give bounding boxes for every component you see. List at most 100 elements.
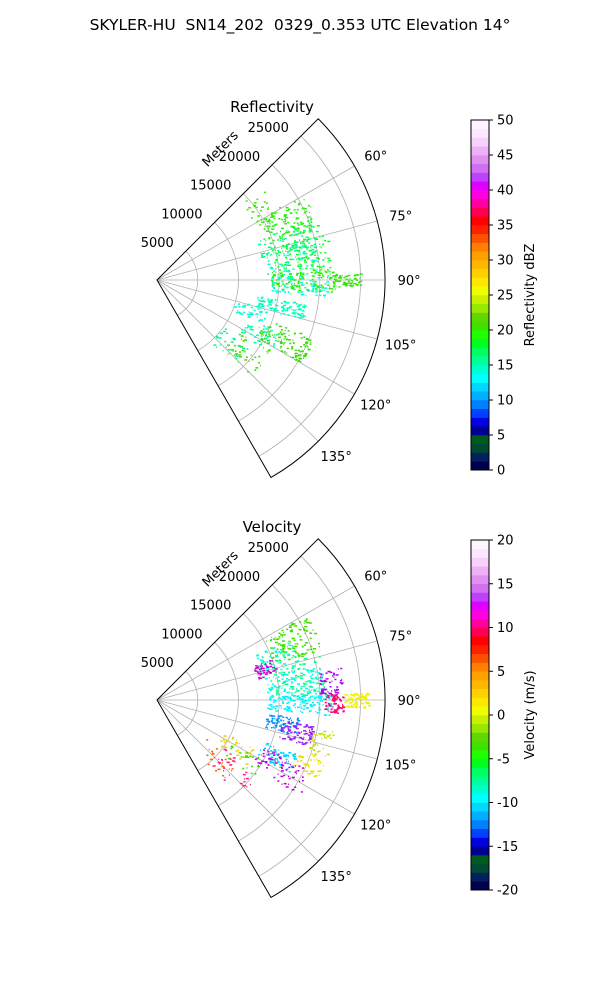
- colorbar-segment: [471, 881, 489, 891]
- echo-gate: [223, 739, 225, 741]
- echo-gate: [270, 299, 273, 301]
- echo-gate: [299, 286, 301, 288]
- echo-gate: [271, 247, 273, 249]
- echo-gate: [305, 732, 309, 735]
- echo-gate: [305, 338, 309, 340]
- echo-gate: [266, 754, 268, 756]
- echo-gate: [298, 259, 301, 261]
- echo-gate: [302, 277, 305, 280]
- echo-gate: [274, 708, 277, 710]
- echo-gate: [305, 687, 308, 690]
- colorbar-segment: [471, 408, 489, 418]
- echo-gate: [316, 751, 319, 753]
- echo-gate: [270, 639, 273, 641]
- echo-gate: [357, 281, 360, 284]
- echo-gate: [259, 311, 263, 314]
- echo-gate: [357, 698, 361, 701]
- echo-gate: [277, 276, 281, 279]
- colorbar-segment: [471, 680, 489, 690]
- echo-gate: [363, 698, 365, 700]
- echo-gate: [292, 301, 296, 304]
- colorbar-segment: [471, 758, 489, 768]
- echo-gate: [290, 623, 294, 626]
- echo-gate: [294, 228, 298, 230]
- echo-gate: [277, 687, 280, 689]
- echo-gate: [291, 287, 293, 289]
- echo-gate: [244, 327, 246, 329]
- echo-gate: [235, 357, 238, 360]
- echo-gate: [274, 763, 276, 765]
- echo-gate: [317, 274, 321, 276]
- echo-gate: [326, 281, 330, 283]
- echo-gate: [314, 272, 316, 274]
- echo-gate: [288, 671, 291, 674]
- echo-gate: [293, 250, 296, 252]
- echo-gate: [303, 198, 305, 201]
- echo-gate: [269, 254, 271, 257]
- echo-gate: [355, 693, 358, 695]
- echo-gate: [310, 670, 313, 672]
- echo-gate: [293, 695, 297, 697]
- echo-gate: [267, 263, 271, 265]
- echo-gate: [359, 696, 361, 698]
- echo-gate: [244, 306, 246, 308]
- echo-gate: [296, 734, 299, 737]
- colorbar-segment: [471, 277, 489, 287]
- echo-gate: [299, 277, 300, 279]
- echo-gate: [335, 710, 338, 713]
- echo-gate: [256, 221, 258, 223]
- echo-gate: [309, 747, 313, 750]
- echo-gate: [304, 696, 306, 698]
- echo-gate: [316, 688, 318, 690]
- echo-gate: [295, 765, 296, 767]
- echo-gate: [325, 678, 329, 680]
- echo-gate: [333, 674, 336, 676]
- echo-gate: [266, 743, 270, 745]
- echo-gate: [333, 699, 337, 701]
- echo-gate: [267, 754, 270, 756]
- echo-gate: [261, 254, 263, 257]
- echo-gate: [356, 693, 359, 696]
- echo-gate: [288, 640, 291, 643]
- echo-gate: [283, 313, 286, 315]
- echo-gate: [273, 217, 276, 220]
- echo-gate: [301, 316, 304, 319]
- echo-gate: [319, 677, 322, 679]
- colorbar-tick-label: 0: [497, 464, 505, 479]
- echo-gate: [241, 331, 244, 334]
- echo-gate: [353, 695, 355, 698]
- echo-gate: [320, 700, 323, 702]
- echo-gate: [304, 705, 307, 707]
- echo-gate: [275, 726, 278, 728]
- echo-gate: [271, 272, 273, 274]
- echo-gate: [281, 636, 283, 638]
- echo-gate: [311, 747, 313, 749]
- echo-gate: [301, 276, 305, 278]
- echo-gate: [247, 325, 251, 328]
- echo-gate: [299, 203, 301, 205]
- echo-gate: [316, 225, 320, 227]
- echo-gate: [292, 342, 295, 344]
- echo-gate: [267, 684, 269, 686]
- echo-gate: [288, 269, 290, 272]
- echo-gate: [309, 343, 312, 345]
- echo-gate: [263, 300, 265, 303]
- echo-gate: [286, 674, 289, 676]
- echo-gate: [258, 326, 260, 329]
- echo-gate: [271, 289, 273, 292]
- echo-gate: [268, 237, 271, 239]
- echo-gate: [321, 287, 325, 289]
- echo-gate: [308, 711, 310, 713]
- echo-gate: [305, 668, 307, 671]
- echo-gate: [280, 729, 284, 731]
- echo-gate: [313, 749, 316, 751]
- echo-gate: [270, 696, 273, 699]
- echo-gate: [277, 697, 281, 699]
- colorbar-segment: [471, 750, 489, 760]
- echo-gate: [310, 271, 313, 274]
- echo-gate: [335, 273, 338, 276]
- echo-gate: [314, 632, 318, 635]
- echo-gate: [230, 745, 233, 748]
- echo-gate: [224, 776, 226, 779]
- echo-gate: [236, 354, 238, 356]
